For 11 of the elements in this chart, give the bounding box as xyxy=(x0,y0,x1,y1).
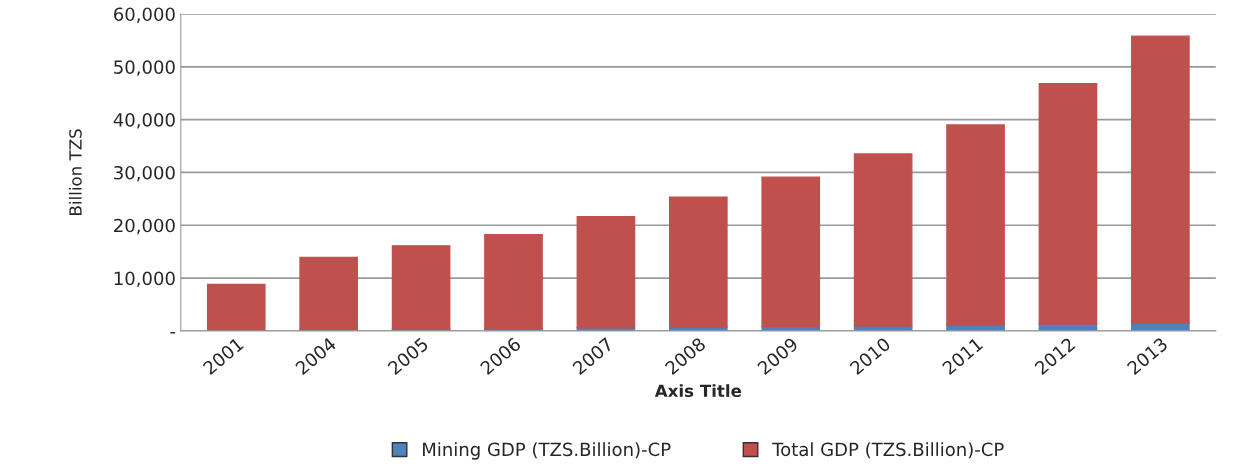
y-axis-title: Billion TZS xyxy=(68,129,82,215)
y-tick-label: 20,000 xyxy=(114,218,175,235)
y-tick-label: 10,000 xyxy=(114,271,175,288)
y-tick-label: - xyxy=(170,332,176,334)
legend-label: Mining GDP (TZS.Billion)-CP xyxy=(423,442,671,460)
y-tick-label: 30,000 xyxy=(114,165,175,182)
x-axis-title: Axis Title xyxy=(654,384,742,398)
y-tick-label: 50,000 xyxy=(114,60,175,76)
y-tick-label: 60,000 xyxy=(114,7,175,23)
legend-label: Total GDP (TZS.Billion)-CP xyxy=(772,442,1004,459)
y-tick-label: 40,000 xyxy=(113,113,175,129)
